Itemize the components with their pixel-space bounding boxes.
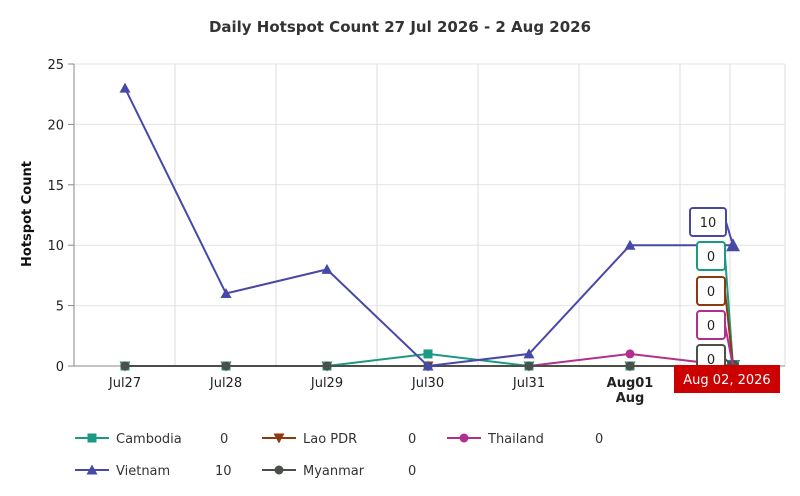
date-tooltip-box	[674, 365, 780, 393]
y-axis-title: Hotspot Count	[20, 161, 35, 267]
tooltip-pointer	[724, 324, 734, 367]
data-point-myanmar	[221, 361, 231, 371]
legend-label: Thailand	[487, 432, 544, 447]
legend-label: Vietnam	[116, 464, 170, 479]
series-layer	[119, 82, 740, 373]
chart-title: Daily Hotspot Count 27 Jul 2026 - 2 Aug …	[209, 18, 591, 36]
tooltip-pointer	[724, 358, 734, 367]
tooltip-value: 10	[700, 216, 717, 231]
legend-marker	[274, 465, 284, 475]
data-point-vietnam	[523, 348, 535, 359]
y-tick-label: 5	[56, 300, 64, 315]
legend-marker	[87, 433, 97, 443]
x-tick-label: Jul29	[310, 376, 343, 391]
legend-value: 0	[408, 432, 416, 447]
series-line-vietnam	[124, 87, 733, 368]
data-point-myanmar	[625, 361, 635, 371]
x-tick-label: Jul28	[209, 376, 242, 391]
grid	[73, 63, 786, 366]
tooltip-pointer	[725, 221, 734, 246]
tooltip-vietnam: 10	[689, 207, 734, 246]
y-tick-label: 10	[47, 239, 64, 254]
legend-marker	[273, 433, 285, 444]
date-tooltip: Aug 02, 2026	[674, 365, 780, 393]
y-tick-label: 0	[56, 360, 64, 375]
data-point-vietnam	[321, 263, 333, 274]
data-point-vietnam	[624, 239, 636, 250]
data-point-myanmar	[524, 361, 534, 371]
x-tick-label: Jul27	[108, 376, 141, 391]
legend-item-cambodia[interactable]: Cambodia 0	[75, 432, 228, 447]
tooltip-box	[696, 241, 726, 271]
tooltip-value: 0	[707, 319, 715, 334]
x-tick-label: Aug01	[607, 376, 654, 391]
series-vietnam	[119, 82, 740, 371]
legend-item-lao-pdr[interactable]: Lao PDR 0	[262, 432, 416, 447]
legend-item-thailand[interactable]: Thailand 0	[447, 432, 603, 447]
tooltip-pointer	[724, 290, 734, 367]
data-point-myanmar	[322, 361, 332, 371]
legend: Cambodia 0 Lao PDR 0 Thailand 0 Vietnam 10 Myanm…	[75, 432, 603, 479]
legend-marker	[459, 433, 469, 443]
y-tick-label: 25	[47, 58, 64, 73]
data-point-myanmar	[120, 361, 130, 371]
date-tooltip-label: Aug 02, 2026	[683, 373, 770, 388]
tooltip-box	[696, 276, 726, 306]
x-tick-label: Jul31	[512, 376, 545, 391]
tooltip-box	[696, 310, 726, 340]
tooltip-box	[689, 207, 727, 237]
x-tick-label: Jul30	[411, 376, 444, 391]
x-month-label: Aug	[616, 391, 645, 406]
legend-value: 0	[220, 432, 228, 447]
data-point-vietnam	[119, 82, 131, 93]
tooltip-layer: 10 0 0 0 0 Aug 02, 2026	[674, 207, 780, 393]
data-point-cambodia	[423, 349, 433, 359]
legend-value: 0	[595, 432, 603, 447]
legend-label: Cambodia	[116, 432, 182, 447]
legend-value: 0	[408, 464, 416, 479]
tooltip-value: 0	[707, 285, 715, 300]
legend-item-vietnam[interactable]: Vietnam 10	[75, 464, 232, 479]
y-tick-label: 15	[47, 179, 64, 194]
tooltip-value: 0	[707, 250, 715, 265]
tooltip-value: 0	[707, 353, 715, 368]
tooltip-thailand: 0	[696, 310, 734, 367]
legend-item-myanmar[interactable]: Myanmar 0	[262, 464, 416, 479]
y-tick-label: 20	[47, 118, 64, 133]
tooltip-lao-pdr: 0	[696, 276, 734, 367]
data-point-vietnam	[422, 360, 434, 371]
legend-value: 10	[215, 464, 232, 479]
legend-label: Lao PDR	[303, 432, 357, 447]
data-point-thailand	[625, 349, 635, 359]
data-point-vietnam	[220, 288, 232, 299]
legend-marker	[86, 464, 98, 475]
legend-label: Myanmar	[303, 464, 365, 479]
